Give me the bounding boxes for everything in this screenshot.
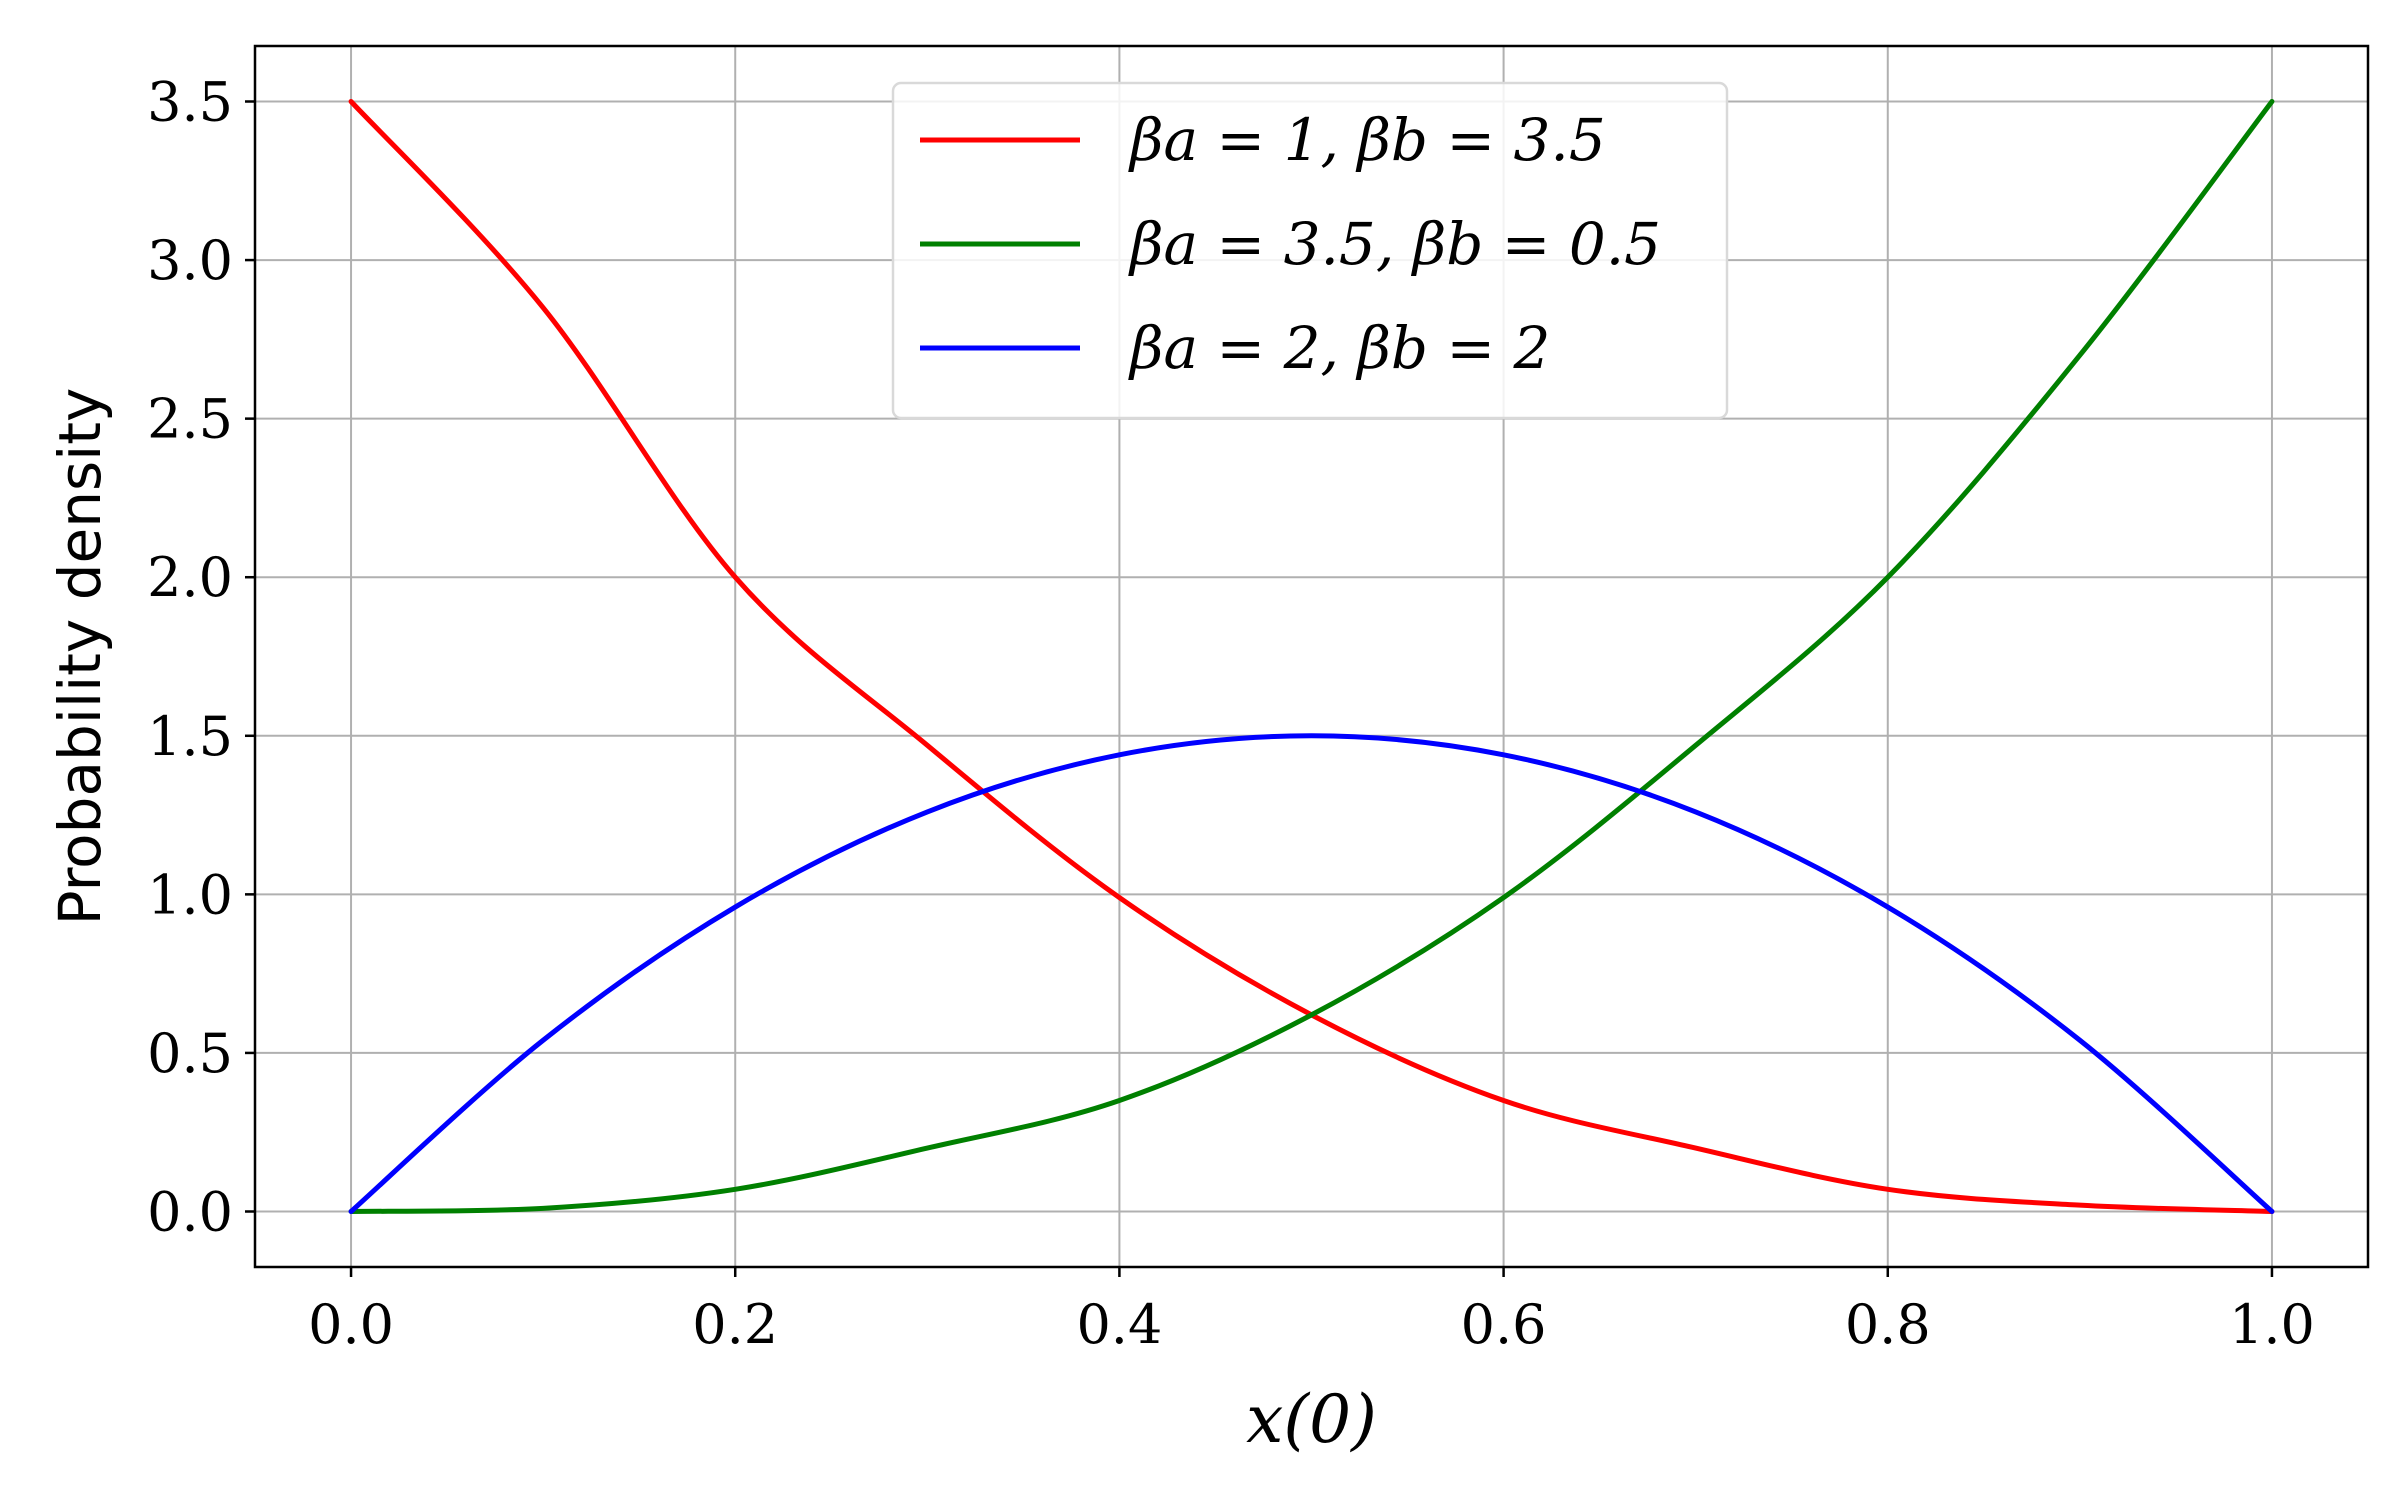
y-axis-label: Probability density <box>46 388 114 926</box>
legend-entry-label: βa = 2, βb = 2 <box>1128 314 1550 382</box>
y-tick-label: 1.0 <box>147 863 233 926</box>
y-tick-label: 2.0 <box>147 546 233 609</box>
x-tick-label: 0.2 <box>692 1293 778 1356</box>
legend: βa = 1, βb = 3.5 βa = 3.5, βb = 0.5 βa = 2… <box>891 81 1729 420</box>
plot-frame <box>253 44 2370 1269</box>
series-line-2 <box>348 99 2275 1214</box>
series-group <box>348 99 2275 1214</box>
y-tick-label: 2.5 <box>147 388 233 451</box>
x-axis-label: x(0) <box>1246 1381 1377 1458</box>
x-tick-label: 0.8 <box>1845 1293 1931 1356</box>
x-tick-label: 1.0 <box>2229 1293 2315 1356</box>
legend-box <box>891 81 1729 420</box>
x-ticks: 0.0 0.2 0.4 0.6 0.8 1.0 <box>308 1267 2315 1356</box>
legend-entry-label: βa = 3.5, βb = 0.5 <box>1128 210 1661 278</box>
y-ticks: 0.0 0.5 1.0 1.5 2.0 2.5 3.0 3.5 <box>147 71 255 1244</box>
y-tick-label: 1.5 <box>147 705 233 768</box>
y-tick-label: 0.0 <box>147 1181 233 1244</box>
y-tick-label: 3.0 <box>147 229 233 292</box>
series-line-1 <box>348 99 2275 1214</box>
y-tick-label: 0.5 <box>147 1022 233 1085</box>
x-tick-label: 0.4 <box>1076 1293 1162 1356</box>
legend-entry-label: βa = 1, βb = 3.5 <box>1128 106 1606 174</box>
y-tick-label: 3.5 <box>147 71 233 134</box>
x-tick-label: 0.6 <box>1461 1293 1547 1356</box>
x-tick-label: 0.0 <box>308 1293 394 1356</box>
series-line-3 <box>348 733 2275 1214</box>
